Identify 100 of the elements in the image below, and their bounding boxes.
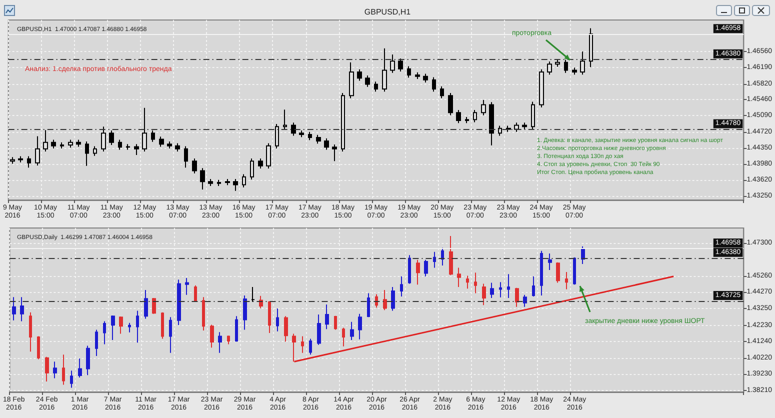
candlestick <box>523 294 527 308</box>
candlestick <box>383 290 387 311</box>
candlestick <box>134 144 139 156</box>
candlestick <box>242 174 246 188</box>
candlestick <box>103 320 106 345</box>
candlestick <box>332 144 337 162</box>
candlestick <box>481 99 486 116</box>
candlestick <box>266 142 271 170</box>
candlestick <box>466 275 469 290</box>
candlestick <box>515 287 519 308</box>
candlestick <box>572 67 577 76</box>
candlestick <box>358 313 362 340</box>
candlestick <box>151 130 155 142</box>
candlestick <box>95 329 98 356</box>
candlestick <box>18 156 23 163</box>
candlestick <box>218 332 222 354</box>
candlestick <box>325 304 329 330</box>
candlestick <box>301 336 304 354</box>
candlestick <box>51 139 56 149</box>
candlestick <box>334 315 337 330</box>
candlestick <box>589 28 593 68</box>
candlestick <box>432 76 436 92</box>
candlestick <box>474 272 477 294</box>
candlestick <box>177 279 181 326</box>
candlestick <box>45 356 49 382</box>
candlestick <box>78 358 82 378</box>
candlestick <box>119 316 123 334</box>
candlestick <box>324 138 329 150</box>
candlestick <box>316 134 321 144</box>
candlestick <box>161 312 164 340</box>
candlestick <box>449 235 453 276</box>
candlestick <box>101 126 106 152</box>
candlestick <box>250 158 254 180</box>
candlestick <box>118 139 122 150</box>
candlestick <box>185 278 189 296</box>
candlestick <box>202 296 205 331</box>
candlestick <box>268 300 271 334</box>
candlestick <box>499 282 502 298</box>
candlestick <box>540 250 543 296</box>
candlestick <box>233 178 238 192</box>
candlestick <box>159 136 164 148</box>
candlestick <box>20 296 24 322</box>
candlestick <box>357 68 362 82</box>
candlestick <box>423 73 428 83</box>
candlestick <box>489 102 494 146</box>
candlestick <box>276 308 279 332</box>
candlestick <box>136 310 139 344</box>
candlestick <box>109 130 114 146</box>
candlestick <box>291 122 296 136</box>
candlestick <box>522 122 527 130</box>
candlestick <box>299 130 304 138</box>
chart-title: GBPUSD,H1 <box>364 8 412 16</box>
candlestick <box>217 179 221 187</box>
candlestick <box>482 283 486 306</box>
candlestick <box>76 139 81 148</box>
candlestick <box>349 62 354 99</box>
candlestick <box>350 321 354 341</box>
candlestick <box>375 294 378 308</box>
candlestick <box>258 158 263 170</box>
candlestick <box>152 297 156 314</box>
candlestick <box>192 158 197 174</box>
candlestick <box>251 286 255 302</box>
candlestick <box>111 315 115 341</box>
candlestick <box>440 86 444 99</box>
candlestick <box>390 54 395 74</box>
candlestick <box>465 116 469 124</box>
candlestick <box>144 290 148 320</box>
candlestick <box>35 136 40 166</box>
candlestick <box>490 282 494 298</box>
candlestick <box>60 142 64 149</box>
candlestick <box>175 142 180 152</box>
candlestick <box>68 139 73 148</box>
candlestick <box>365 74 370 88</box>
candlestick <box>309 338 312 356</box>
candlestick <box>532 276 535 298</box>
candlestick <box>341 92 345 152</box>
candlestick <box>456 110 461 124</box>
candlestick <box>407 66 411 78</box>
candlestick <box>448 92 453 116</box>
candlestick <box>580 50 585 76</box>
candlestick <box>473 110 477 123</box>
candlestick <box>93 146 97 156</box>
candlestick <box>128 322 131 333</box>
candlestick <box>457 267 461 288</box>
candlestick <box>194 284 197 302</box>
candlestick <box>391 286 395 312</box>
candlestick <box>400 276 403 298</box>
candlestick <box>408 254 411 284</box>
candlestick <box>43 130 48 152</box>
candlestick <box>142 107 147 152</box>
candlestick <box>498 125 502 136</box>
candlestick <box>514 122 519 132</box>
candlestick <box>227 335 230 345</box>
candlestick <box>85 140 89 166</box>
candlestick <box>308 131 312 141</box>
candlestick <box>200 168 205 190</box>
candlestick <box>555 59 560 68</box>
candlestick <box>10 156 15 164</box>
candlestick <box>416 259 420 286</box>
candlestick <box>573 256 576 286</box>
